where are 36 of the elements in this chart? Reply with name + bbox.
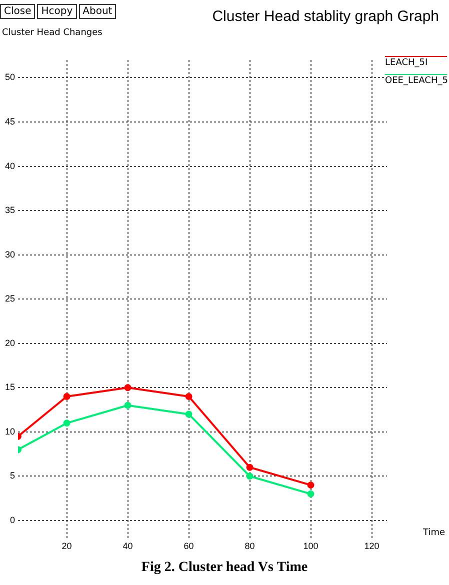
point <box>307 490 314 498</box>
x-tick-label: 60 <box>184 541 194 552</box>
text: OEE_LEACH_5 <box>385 74 448 86</box>
text: About <box>78 4 116 19</box>
y-tick-label: 45 <box>4 116 16 126</box>
y-tick-label: 20 <box>4 338 16 348</box>
point <box>124 402 132 409</box>
x-tick-label: 100 <box>303 541 318 552</box>
point <box>307 482 314 489</box>
text: Hcopy <box>37 4 77 19</box>
chart-title: Cluster Head stablity graph Graph <box>212 8 439 25</box>
y-tick-label: 25 <box>4 294 16 304</box>
x-tick-label: 80 <box>244 541 255 552</box>
point <box>63 420 70 427</box>
point <box>246 472 254 480</box>
y-tick-label: 15 <box>4 382 16 392</box>
y-tick-label: 50 <box>4 72 16 82</box>
point <box>63 393 70 400</box>
y-tick-label: 10 <box>4 426 16 436</box>
point <box>185 393 192 400</box>
text: Close <box>0 4 36 19</box>
point <box>246 464 254 471</box>
y-tick-label: 30 <box>4 249 16 260</box>
x-axis-title: Time <box>422 528 445 538</box>
y-tick-label: 40 <box>4 160 16 171</box>
y-tick-label: 35 <box>4 205 16 216</box>
text: LEACH_5I <box>385 56 447 68</box>
x-tick-label: 20 <box>62 541 72 552</box>
y-tick-label: 5 <box>10 470 16 481</box>
x-tick-label: 40 <box>122 541 133 552</box>
caption: Fig 2. Cluster head Vs Time <box>140 560 309 576</box>
y-axis-title: Cluster Head Changes <box>2 28 102 38</box>
point <box>124 384 132 392</box>
x-tick-label: 120 <box>364 541 380 552</box>
point <box>185 410 192 418</box>
y-tick-label: 0 <box>10 514 16 525</box>
